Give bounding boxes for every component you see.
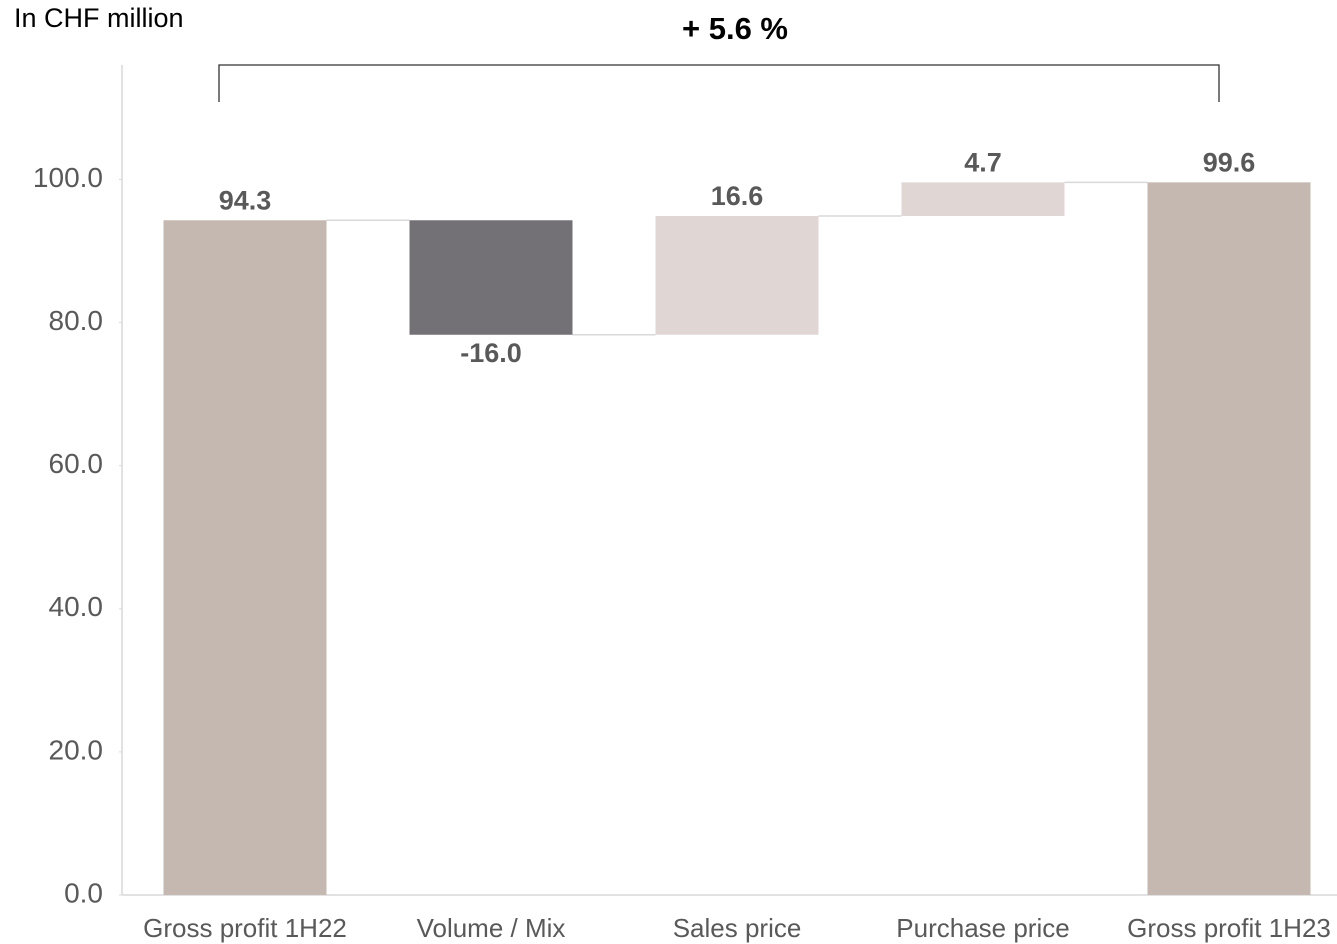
x-tick-label: Gross profit 1H23 (1127, 913, 1331, 943)
x-tick-label: Purchase price (896, 913, 1069, 943)
axis-label: In CHF million (14, 3, 184, 33)
y-tick-label: 40.0 (49, 591, 104, 622)
x-tick-label: Gross profit 1H22 (143, 913, 347, 943)
value-label: 16.6 (711, 181, 764, 211)
y-tick-label: 0.0 (64, 877, 103, 908)
value-label: 94.3 (219, 185, 272, 215)
y-tick-label: 80.0 (49, 305, 104, 336)
bar (409, 220, 573, 335)
value-label: 99.6 (1203, 147, 1256, 177)
value-label: 4.7 (964, 147, 1002, 177)
bar (163, 220, 327, 896)
annotation: + 5.6 % (682, 11, 788, 46)
value-label: -16.0 (460, 338, 522, 368)
bar (1147, 182, 1311, 895)
x-tick-label: Sales price (673, 913, 802, 943)
bar (901, 182, 1065, 216)
bar (655, 215, 819, 335)
y-tick-label: 100.0 (33, 162, 103, 193)
x-tick-label: Volume / Mix (417, 913, 566, 943)
bracket (218, 64, 1220, 102)
y-tick-label: 60.0 (49, 448, 104, 479)
y-tick-label: 20.0 (49, 734, 104, 765)
